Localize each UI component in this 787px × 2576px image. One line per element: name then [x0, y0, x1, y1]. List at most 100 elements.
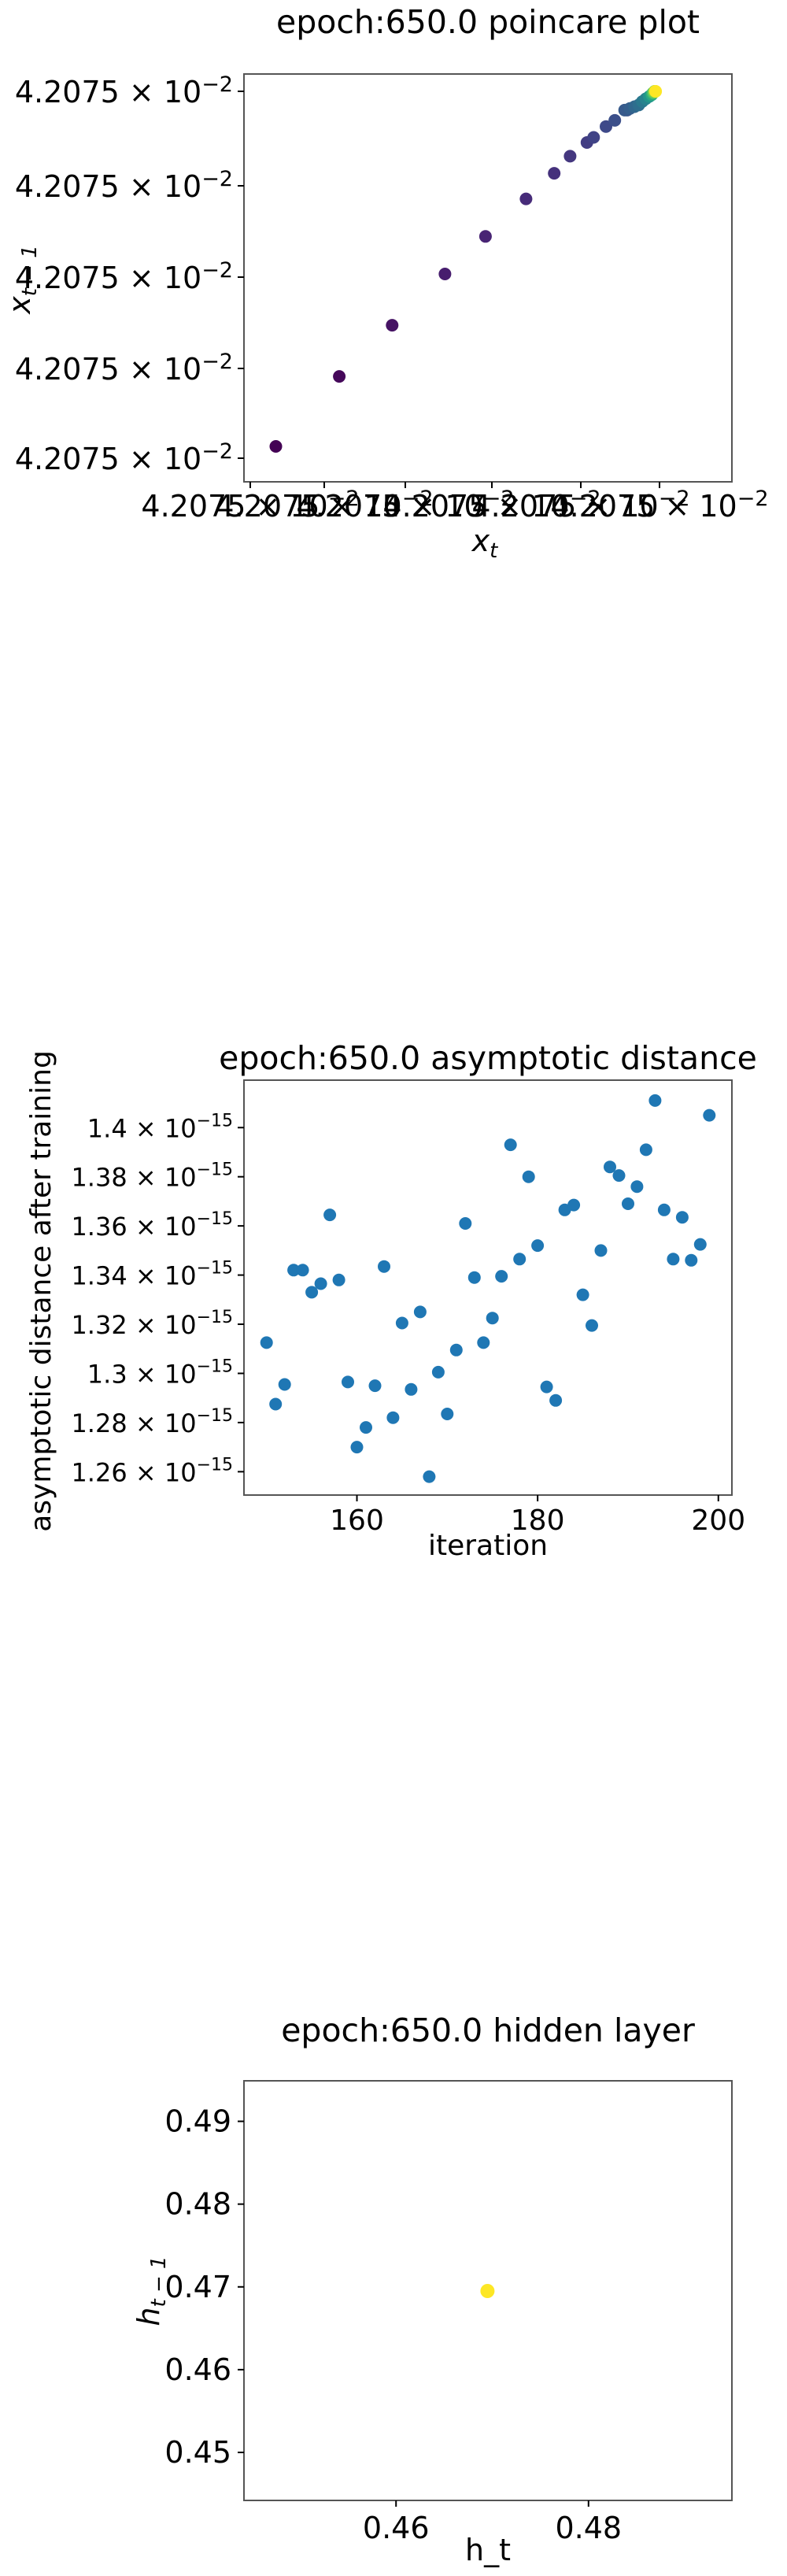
poincare-y-tick-label: 4.2075 × 10−2 [15, 167, 233, 204]
asymptotic-y-axis-label: asymptotic distance after training [25, 1050, 57, 1532]
svg-text:xt: xt [471, 524, 499, 563]
poincare-x-ticks: 4.2075 × 10−24.2075 × 10−24.2075 × 10−24… [141, 482, 769, 524]
poincare-point [386, 319, 399, 332]
poincare-x-tick-label: 4.2075 × 10−2 [296, 487, 514, 524]
asymptotic-point [612, 1169, 626, 1183]
hidden-layer-plot-frame [243, 2080, 733, 2501]
asymptotic-point [639, 1143, 652, 1157]
poincare-point [269, 440, 283, 453]
asymptotic-point [604, 1160, 616, 1174]
hidden-layer-chart: epoch:650.0 hidden layer 0.450.460.470.4… [131, 2012, 733, 2567]
asymptotic-y-tick-label: 1.4 × 10−15 [87, 1111, 233, 1143]
asymptotic-point [667, 1253, 680, 1266]
poincare-point [438, 268, 452, 280]
asymptotic-point [586, 1319, 598, 1332]
asymptotic-point [350, 1441, 364, 1454]
poincare-point [600, 120, 612, 133]
poincare-y-axis-label: xt − 1 [2, 245, 42, 315]
asymptotic-points [260, 1094, 716, 1483]
poincare-x-tick-label: 4.2075 × 10−2 [382, 487, 600, 524]
asymptotic-point [360, 1421, 372, 1434]
asymptotic-y-tick-label: 1.32 × 10−15 [71, 1308, 233, 1340]
asymptotic-point [594, 1244, 608, 1257]
hidden-layer-x-ticks: 0.46 0.48 [363, 2500, 622, 2545]
poincare-y-tick-label: 4.2075 × 10−2 [15, 439, 233, 476]
asymptotic-point [368, 1379, 382, 1393]
asymptotic-point [467, 1271, 481, 1284]
hidden-layer-point [480, 2284, 495, 2298]
asymptotic-point [513, 1253, 527, 1266]
asymptotic-point [269, 1397, 283, 1411]
hidden-layer-chart-title: epoch:650.0 hidden layer [281, 2012, 695, 2049]
poincare-point [519, 192, 533, 205]
poincare-point [548, 167, 561, 180]
hidden-layer-y-ticks: 0.45 0.46 0.47 0.48 0.49 [164, 2104, 244, 2470]
asymptotic-point [386, 1411, 400, 1424]
asymptotic-point [449, 1343, 463, 1356]
poincare-chart: epoch:650.0 poincare plot 4.2075 × 10−24… [2, 3, 769, 563]
asymptotic-point [431, 1365, 445, 1379]
asymptotic-x-tick-label: 160 [330, 1505, 384, 1537]
asymptotic-x-tick-label: 200 [691, 1505, 745, 1537]
asymptotic-point [323, 1208, 337, 1222]
poincare-points [269, 85, 663, 453]
asymptotic-point [413, 1305, 427, 1319]
asymptotic-point [703, 1108, 716, 1122]
asymptotic-point [486, 1312, 499, 1325]
asymptotic-point [495, 1270, 508, 1283]
hidden-layer-y-tick-label: 0.45 [164, 2435, 231, 2470]
asymptotic-point [567, 1198, 581, 1212]
asymptotic-point [693, 1238, 707, 1251]
asymptotic-y-ticks: 1.26 × 10−15 1.28 × 10−15 1.3 × 10−15 1.32 … [71, 1111, 244, 1487]
asymptotic-point [657, 1203, 671, 1216]
asymptotic-y-tick-label: 1.28 × 10−15 [71, 1406, 233, 1438]
asymptotic-point [441, 1408, 454, 1420]
asymptotic-y-tick-label: 1.3 × 10−15 [87, 1356, 233, 1389]
hidden-layer-points [480, 2284, 495, 2298]
svg-text:h_t: h_t [465, 2533, 511, 2567]
asymptotic-point [630, 1180, 644, 1194]
asymptotic-x-ticks: 160 180 200 [330, 1495, 745, 1537]
asymptotic-point [395, 1316, 408, 1330]
asymptotic-point [332, 1273, 345, 1286]
asymptotic-point [459, 1217, 472, 1230]
asymptotic-point [423, 1470, 436, 1483]
asymptotic-point [648, 1094, 662, 1107]
poincare-x-tick-label: 4.2075 × 10−2 [141, 487, 359, 524]
asymptotic-point [405, 1382, 418, 1396]
asymptotic-y-tick-label: 1.38 × 10−15 [71, 1160, 233, 1193]
poincare-point [649, 85, 663, 98]
poincare-y-tick-label: 4.2075 × 10−2 [15, 72, 233, 109]
asymptotic-point [531, 1239, 545, 1253]
asymptotic-point [278, 1378, 291, 1391]
poincare-x-tick-label: 4.2075 × 10−2 [215, 487, 433, 524]
asymptotic-y-tick-label: 1.36 × 10−15 [71, 1209, 233, 1242]
poincare-point [587, 131, 600, 144]
asymptotic-point [540, 1380, 553, 1393]
asymptotic-plot-frame [243, 1079, 733, 1496]
asymptotic-point [342, 1375, 354, 1389]
asymptotic-point [576, 1288, 589, 1301]
poincare-plot-frame [243, 73, 733, 483]
asymptotic-y-tick-label: 1.34 × 10−15 [71, 1259, 233, 1291]
hidden-layer-x-axis-label: h_t [465, 2533, 511, 2567]
poincare-point [478, 230, 492, 243]
asymptotic-point [296, 1264, 309, 1277]
asymptotic-point [305, 1286, 319, 1299]
asymptotic-point [685, 1253, 698, 1267]
hidden-layer-y-tick-label: 0.49 [164, 2104, 231, 2139]
asymptotic-point [314, 1277, 327, 1290]
poincare-x-tick-label: 4.2075 × 10−2 [471, 487, 689, 524]
asymptotic-point [675, 1211, 689, 1224]
asymptotic-chart-title: epoch:650.0 asymptotic distance [219, 1039, 757, 1077]
hidden-layer-y-tick-label: 0.47 [164, 2270, 231, 2304]
asymptotic-point [522, 1170, 535, 1183]
svg-text:ht − 1: ht − 1 [131, 2256, 171, 2326]
asymptotic-y-tick-label: 1.26 × 10−15 [71, 1455, 233, 1487]
poincare-x-axis-label: xt [471, 524, 499, 563]
asymptotic-point [287, 1264, 301, 1277]
asymptotic-point [477, 1336, 490, 1349]
asymptotic-point [622, 1197, 634, 1210]
hidden-layer-y-tick-label: 0.48 [164, 2187, 231, 2222]
asymptotic-point [504, 1138, 517, 1152]
